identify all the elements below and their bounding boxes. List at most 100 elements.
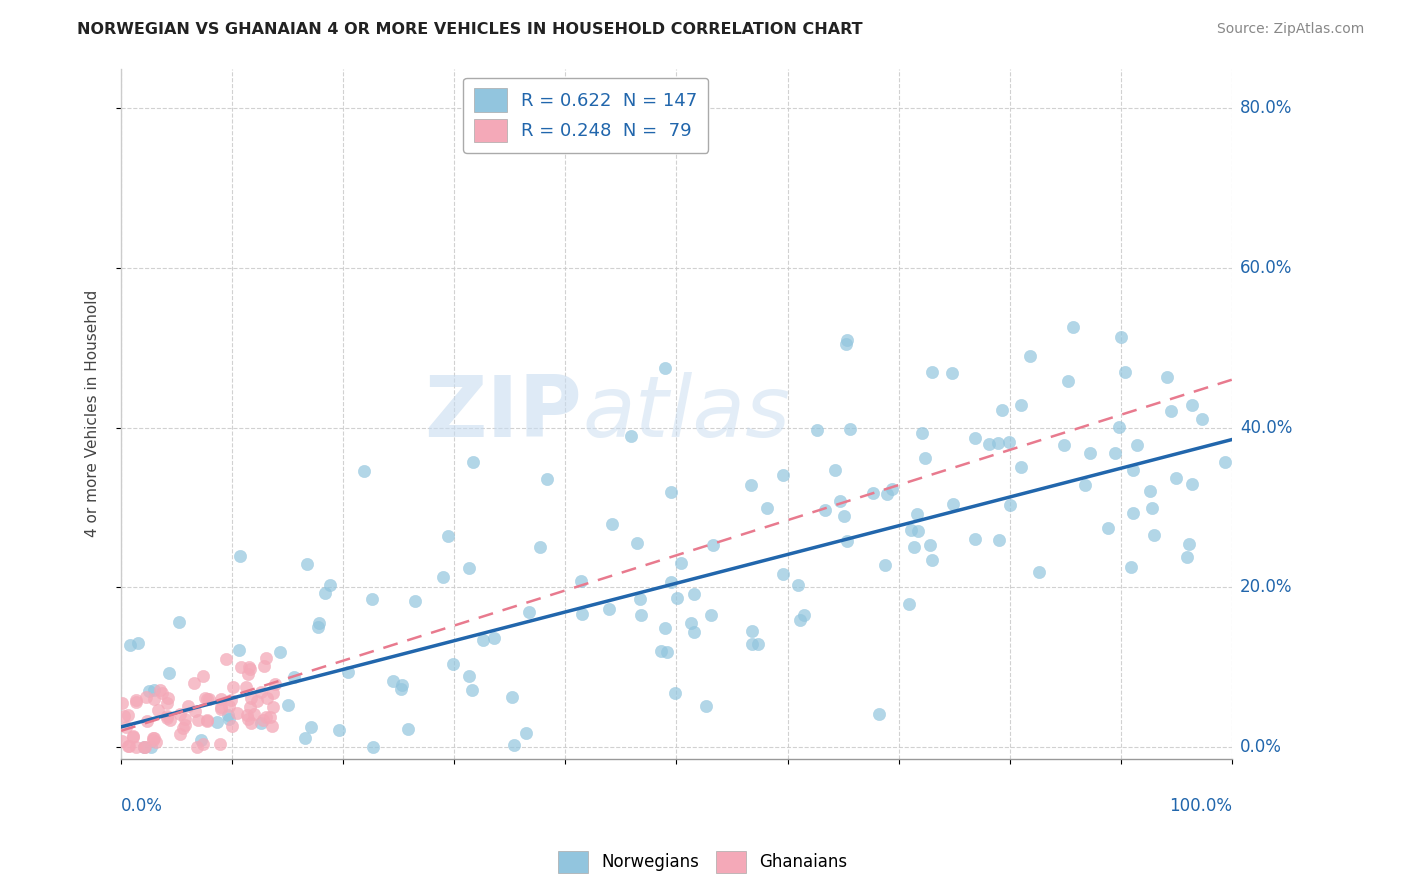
Point xyxy=(169,726,191,740)
Point xyxy=(235,681,257,695)
Point xyxy=(240,690,263,705)
Point xyxy=(218,698,240,713)
Point xyxy=(226,706,249,720)
Point xyxy=(262,699,284,714)
Y-axis label: 4 or more Vehicles in Household: 4 or more Vehicles in Household xyxy=(86,290,100,537)
Point xyxy=(236,667,259,681)
Point xyxy=(569,574,592,589)
Point xyxy=(382,674,405,689)
Point xyxy=(186,739,208,754)
Text: ZIP: ZIP xyxy=(425,372,582,455)
Point xyxy=(1114,365,1136,379)
Point xyxy=(740,477,762,491)
Point xyxy=(174,712,197,726)
Point xyxy=(143,692,166,706)
Point xyxy=(630,591,652,606)
Point xyxy=(882,483,904,497)
Point xyxy=(215,651,238,665)
Point xyxy=(695,698,717,713)
Point xyxy=(143,731,166,746)
Point xyxy=(471,633,494,648)
Text: atlas: atlas xyxy=(582,372,790,455)
Point xyxy=(391,682,413,697)
Point xyxy=(457,561,479,575)
Point xyxy=(741,636,763,650)
Point xyxy=(117,739,139,754)
Point xyxy=(209,700,232,714)
Point xyxy=(654,621,676,635)
Point xyxy=(319,578,342,592)
Point xyxy=(239,662,262,676)
Point xyxy=(194,691,217,706)
Point xyxy=(150,685,173,699)
Point xyxy=(250,685,273,699)
Point xyxy=(307,620,329,634)
Point xyxy=(756,500,779,515)
Point xyxy=(398,723,420,737)
Point xyxy=(824,463,846,477)
Point xyxy=(1164,470,1187,484)
Point xyxy=(921,553,943,567)
Point xyxy=(221,719,243,733)
Point xyxy=(187,713,209,727)
Point xyxy=(135,690,157,704)
Point xyxy=(254,709,277,723)
Point xyxy=(132,739,155,754)
Point xyxy=(659,575,682,590)
Point xyxy=(1142,528,1164,542)
Point xyxy=(1213,455,1236,469)
Text: 0.0%: 0.0% xyxy=(1240,738,1282,756)
Point xyxy=(118,739,141,754)
Point xyxy=(229,549,252,563)
Point xyxy=(1139,483,1161,498)
Point xyxy=(222,680,245,694)
Point xyxy=(772,566,794,581)
Point xyxy=(998,498,1021,512)
Point xyxy=(700,607,723,622)
Point xyxy=(747,637,769,651)
Point xyxy=(741,624,763,638)
Point xyxy=(1160,403,1182,417)
Point xyxy=(437,529,460,543)
Point xyxy=(239,700,262,714)
Point xyxy=(239,716,262,731)
Point xyxy=(236,707,259,722)
Point xyxy=(1126,438,1149,452)
Point xyxy=(125,695,148,709)
Point xyxy=(256,690,278,705)
Point xyxy=(205,714,228,729)
Point xyxy=(898,597,921,611)
Point xyxy=(876,486,898,500)
Point xyxy=(665,591,688,605)
Point xyxy=(277,698,299,712)
Point xyxy=(681,616,703,631)
Point xyxy=(195,692,218,706)
Point xyxy=(1181,476,1204,491)
Point xyxy=(219,693,242,707)
Point xyxy=(1010,459,1032,474)
Point xyxy=(353,464,375,478)
Point xyxy=(789,613,811,627)
Point xyxy=(177,698,200,713)
Point xyxy=(260,719,283,733)
Point xyxy=(1078,446,1101,460)
Point xyxy=(1122,462,1144,476)
Point xyxy=(156,709,179,723)
Point xyxy=(169,706,191,721)
Point xyxy=(183,675,205,690)
Point xyxy=(1108,420,1130,434)
Point xyxy=(907,524,929,539)
Point xyxy=(228,643,250,657)
Point xyxy=(136,714,159,728)
Point xyxy=(806,423,828,437)
Point xyxy=(112,709,135,723)
Point xyxy=(132,739,155,754)
Point xyxy=(987,435,1010,450)
Text: 100.0%: 100.0% xyxy=(1168,797,1232,814)
Point xyxy=(460,682,482,697)
Point xyxy=(337,665,360,679)
Point xyxy=(921,365,943,379)
Point xyxy=(1104,446,1126,460)
Point xyxy=(963,532,986,546)
Point xyxy=(835,333,858,347)
